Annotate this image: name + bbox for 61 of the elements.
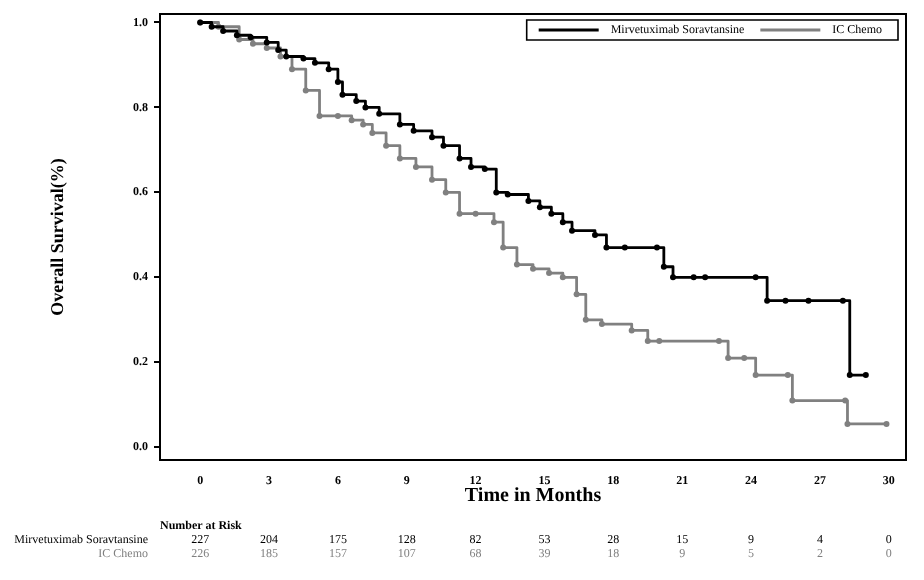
point: [862, 372, 869, 379]
point: [752, 372, 759, 379]
point: [247, 34, 254, 41]
point: [513, 261, 520, 268]
point: [598, 321, 605, 328]
point: [410, 127, 417, 134]
point: [472, 210, 479, 217]
point: [362, 104, 369, 111]
point: [283, 53, 290, 60]
point: [842, 397, 849, 404]
point: [536, 204, 543, 211]
point: [263, 44, 270, 51]
point: [360, 121, 367, 128]
point: [456, 155, 463, 162]
point: [752, 274, 759, 281]
point: [702, 274, 709, 281]
point: [288, 66, 295, 73]
point: [500, 244, 507, 251]
point: [559, 274, 566, 281]
point: [442, 189, 449, 196]
point: [573, 291, 580, 298]
point: [396, 121, 403, 128]
point: [628, 327, 635, 334]
point: [396, 155, 403, 162]
point: [429, 134, 435, 141]
point: [493, 189, 500, 196]
point: [670, 274, 677, 281]
point: [883, 420, 890, 427]
point: [789, 397, 796, 404]
point: [339, 91, 346, 98]
point: [844, 420, 851, 427]
point: [660, 263, 667, 270]
point: [782, 297, 789, 304]
point: [805, 297, 812, 304]
point: [559, 219, 566, 226]
point: [325, 66, 332, 73]
point: [548, 210, 555, 217]
point: [504, 191, 511, 198]
point: [653, 244, 660, 251]
point: [644, 338, 651, 345]
point: [316, 112, 323, 119]
point: [481, 166, 488, 173]
point: [334, 78, 341, 85]
point: [839, 297, 846, 304]
point: [690, 274, 697, 281]
point: [300, 55, 307, 62]
point: [302, 87, 309, 94]
point: [621, 244, 628, 251]
point: [525, 197, 532, 204]
point: [263, 39, 270, 46]
point: [846, 372, 853, 379]
point: [582, 316, 589, 323]
point: [456, 210, 463, 217]
point: [348, 117, 355, 124]
y-axis-title: Overall Survival(%): [47, 158, 68, 316]
point: [490, 219, 497, 226]
point: [311, 59, 318, 66]
point: [208, 23, 215, 30]
point: [603, 244, 610, 251]
x-axis-title: Time in Months: [464, 485, 602, 508]
point: [440, 142, 447, 149]
